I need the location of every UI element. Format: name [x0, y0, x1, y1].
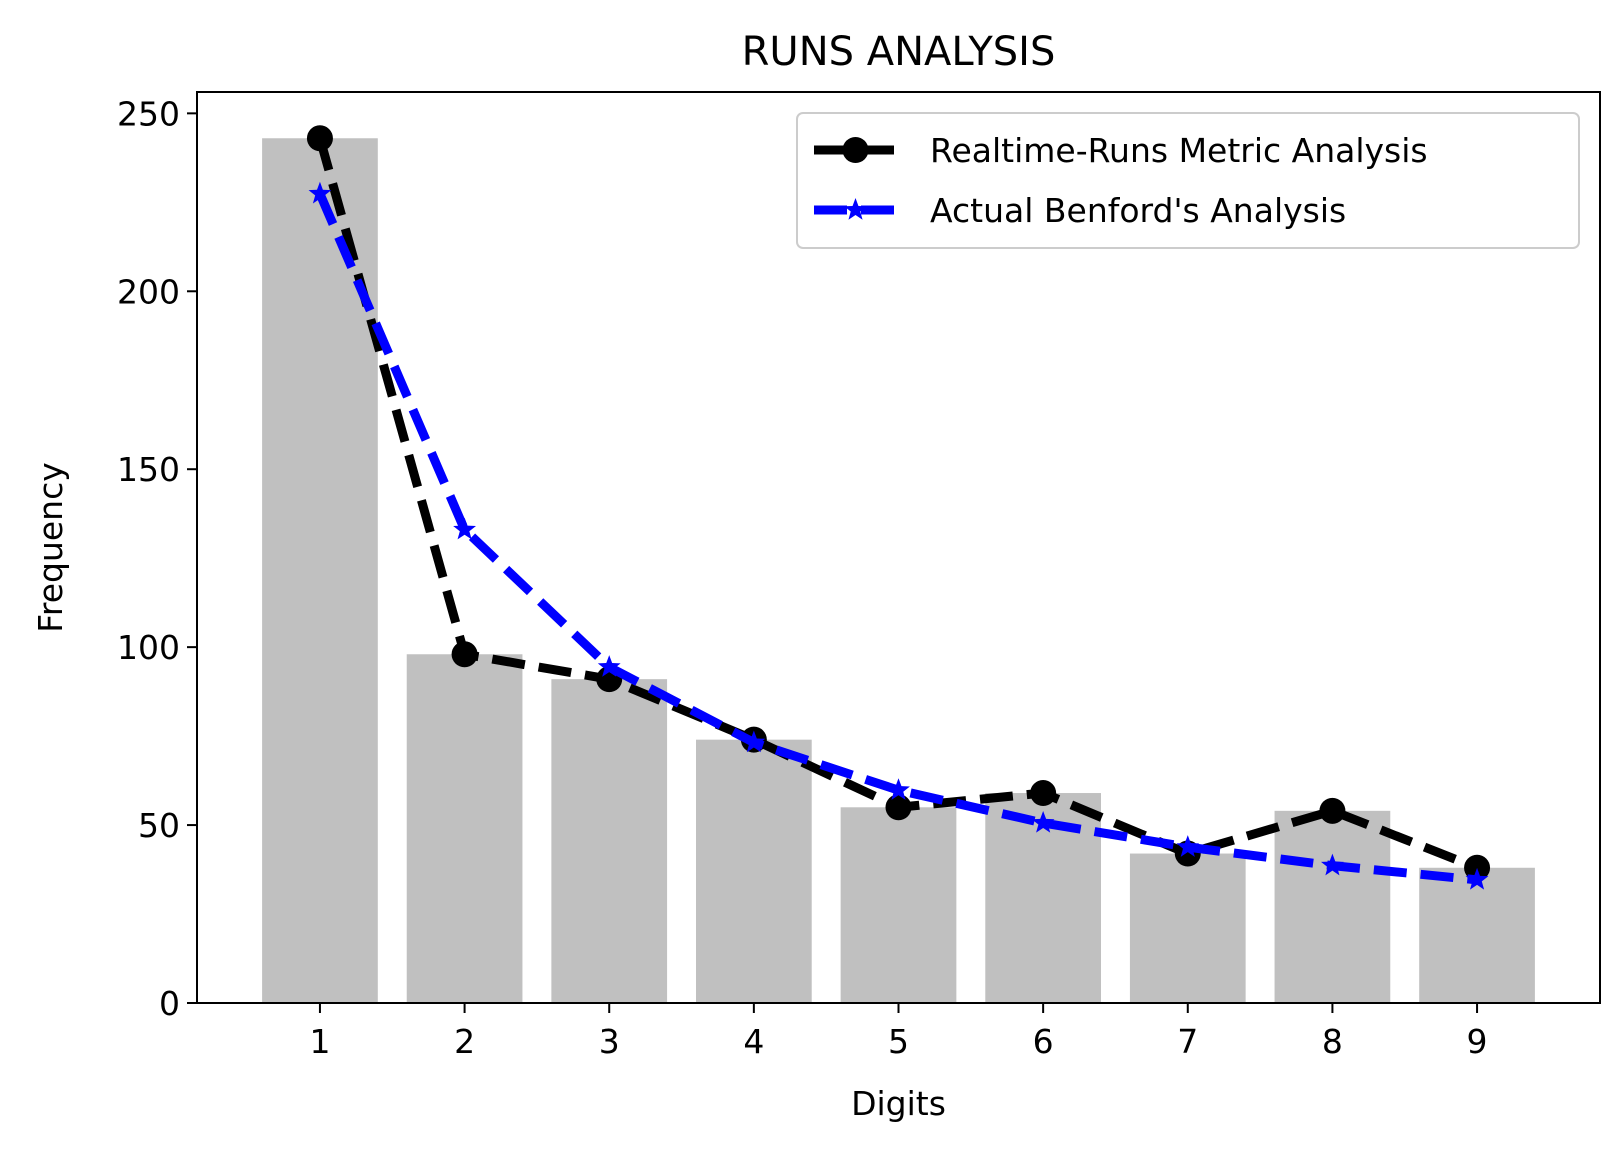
legend-marker-2 — [844, 198, 867, 220]
series-2-point-1 — [308, 181, 332, 204]
x-tick-label-4: 4 — [743, 1022, 764, 1061]
bar-digit-2 — [406, 654, 523, 1003]
x-tick-label-5: 5 — [888, 1022, 909, 1061]
y-tick-label-50: 50 — [138, 806, 180, 845]
series-2-point-8 — [1321, 853, 1344, 876]
x-axis-label: Digits — [851, 1084, 946, 1123]
x-tick-label-9: 9 — [1467, 1022, 1488, 1061]
legend-marker-1 — [842, 137, 869, 163]
series-1-point-2 — [451, 641, 478, 668]
y-axis: 0 50 100 150 200 250 — [117, 94, 197, 1023]
lines-layer — [306, 125, 1491, 890]
series-2-point-6 — [1031, 810, 1055, 833]
series-2-point-9 — [1465, 867, 1489, 890]
bar-digit-1 — [262, 138, 378, 1003]
series-2-point-2 — [453, 517, 476, 540]
series-1-point-9 — [1464, 854, 1491, 881]
x-tick-label-7: 7 — [1177, 1022, 1198, 1061]
x-tick-label-3: 3 — [599, 1022, 620, 1061]
x-tick-label-2: 2 — [454, 1022, 475, 1061]
x-tick-label-6: 6 — [1033, 1022, 1054, 1061]
legend: Realtime-Runs Metric Analysis Actual Benf… — [796, 112, 1580, 249]
y-tick-label-100: 100 — [117, 628, 180, 667]
series-1-point-5 — [885, 794, 912, 821]
chart-title: RUNS ANALYSIS — [742, 29, 1056, 75]
bar-digit-3 — [551, 679, 668, 1003]
x-tick-label-1: 1 — [309, 1022, 330, 1061]
bar-digit-9 — [1419, 867, 1535, 1003]
series-line-2 — [315, 192, 1478, 885]
y-tick-label-0: 0 — [159, 984, 180, 1023]
bar-digit-5 — [840, 807, 957, 1003]
series-1-point-6 — [1030, 780, 1057, 807]
y-tick-label-200: 200 — [117, 272, 180, 311]
y-axis-label: Frequency — [31, 462, 70, 632]
bar-digit-8 — [1274, 810, 1391, 1003]
series-2-point-7 — [1176, 835, 1200, 857]
legend-box — [796, 112, 1580, 249]
bar-digit-7 — [1129, 853, 1246, 1003]
x-tick-label-8: 8 — [1322, 1022, 1343, 1061]
bar-digit-6 — [985, 793, 1101, 1003]
y-tick-label-250: 250 — [117, 94, 180, 133]
bar-digit-4 — [696, 739, 812, 1003]
legend-label-2: Actual Benford's Analysis — [930, 191, 1346, 230]
y-tick-label-150: 150 — [117, 450, 180, 489]
series-2-point-4 — [742, 730, 766, 753]
x-axis: 1 2 3 4 5 6 7 8 9 — [309, 1003, 1488, 1061]
series-1-point-8 — [1319, 797, 1346, 824]
series-2-point-3 — [597, 655, 621, 677]
series-1-point-1 — [306, 125, 333, 152]
series-2-point-5 — [887, 778, 910, 800]
legend-label-1: Realtime-Runs Metric Analysis — [930, 131, 1428, 170]
